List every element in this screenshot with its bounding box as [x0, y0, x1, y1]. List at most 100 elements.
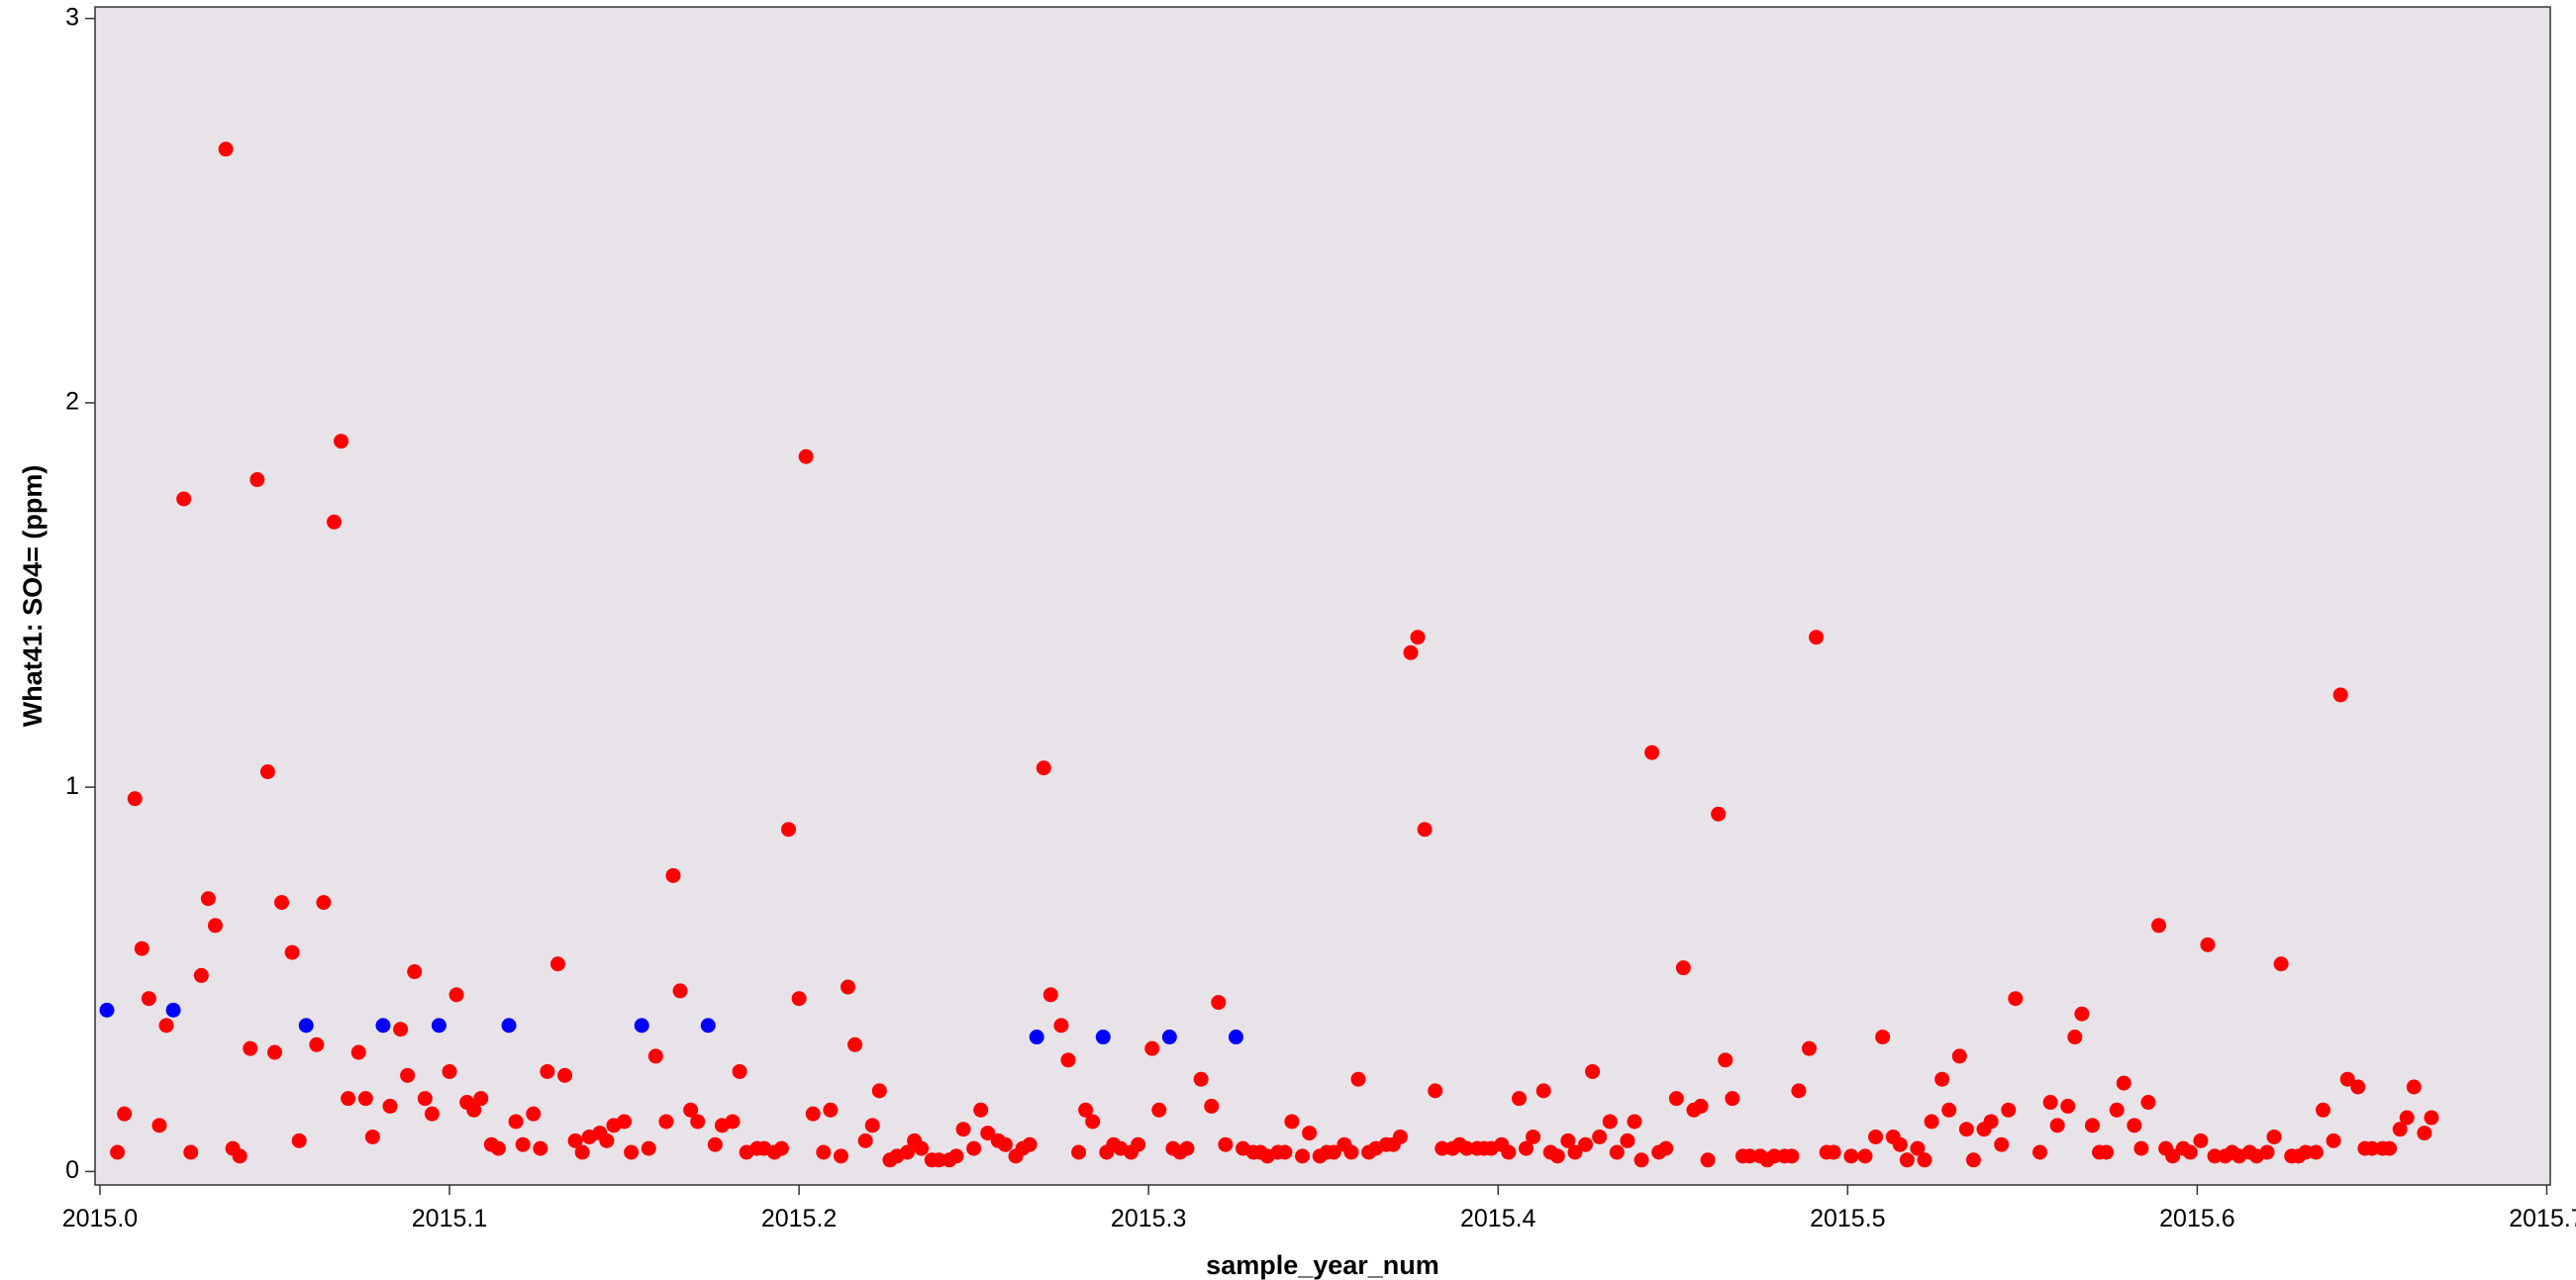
- point: [1766, 1148, 1782, 1164]
- point: [1941, 1102, 1957, 1118]
- x-tick-label: 2015.6: [2159, 1205, 2234, 1232]
- point: [816, 1144, 832, 1160]
- point: [375, 1018, 391, 1034]
- point: [857, 1132, 873, 1148]
- point: [1458, 1140, 1474, 1156]
- point: [291, 1132, 307, 1148]
- point: [574, 1144, 590, 1160]
- point: [1277, 1144, 1293, 1160]
- point: [2382, 1140, 2398, 1156]
- point: [2165, 1148, 2181, 1164]
- point: [1693, 1098, 1709, 1114]
- point: [382, 1098, 398, 1114]
- point: [2127, 1118, 2142, 1133]
- point: [2182, 1144, 2198, 1160]
- point: [1718, 1052, 1734, 1068]
- point: [218, 142, 234, 157]
- point: [1910, 1140, 1926, 1156]
- point: [2417, 1126, 2432, 1141]
- point: [2140, 1095, 2156, 1111]
- y-tick-label: 1: [65, 772, 79, 800]
- point: [1711, 806, 1727, 822]
- point: [871, 1083, 887, 1099]
- point: [1029, 1030, 1044, 1045]
- point: [341, 1091, 356, 1107]
- point: [2364, 1140, 2380, 1156]
- point: [1917, 1152, 1932, 1168]
- point: [274, 895, 290, 911]
- point: [931, 1152, 946, 1168]
- point: [141, 991, 156, 1007]
- point: [2060, 1098, 2076, 1114]
- point: [1036, 760, 1051, 776]
- point: [864, 1118, 880, 1133]
- x-axis-title: sample_year_num: [1206, 1250, 1439, 1280]
- point: [1644, 744, 1660, 760]
- point: [1392, 1129, 1408, 1144]
- point: [690, 1114, 706, 1130]
- point: [1578, 1136, 1594, 1152]
- point: [2042, 1095, 2058, 1111]
- point: [997, 1136, 1013, 1152]
- point: [1675, 960, 1691, 976]
- y-axis-title: What41: SO4= (ppm): [18, 465, 48, 728]
- point: [624, 1144, 640, 1160]
- point: [1809, 630, 1825, 645]
- point: [407, 964, 423, 980]
- point: [781, 822, 797, 837]
- point: [557, 1067, 573, 1083]
- point: [259, 764, 275, 780]
- point: [1042, 987, 1058, 1003]
- point: [1410, 630, 1426, 645]
- point: [1725, 1091, 1740, 1107]
- point: [2308, 1144, 2324, 1160]
- point: [2298, 1144, 2314, 1160]
- point: [2032, 1144, 2048, 1160]
- point: [2193, 1132, 2209, 1148]
- point: [2133, 1140, 2149, 1156]
- point: [647, 1048, 663, 1064]
- point: [1161, 1030, 1177, 1045]
- point: [1951, 1048, 1967, 1064]
- point: [1585, 1063, 1601, 1079]
- point: [473, 1091, 489, 1107]
- point: [2332, 687, 2348, 703]
- point: [1784, 1148, 1800, 1164]
- point: [134, 940, 149, 956]
- x-tick-label: 2015.0: [62, 1205, 138, 1232]
- point: [1131, 1136, 1146, 1152]
- point: [1053, 1018, 1069, 1034]
- point: [2350, 1079, 2366, 1095]
- point: [2001, 1102, 2017, 1118]
- point: [501, 1018, 517, 1034]
- point: [364, 1129, 380, 1144]
- point: [1741, 1148, 1757, 1164]
- point: [2116, 1075, 2131, 1091]
- point: [1994, 1136, 2010, 1152]
- point: [1501, 1144, 1517, 1160]
- point: [599, 1132, 615, 1148]
- point: [2339, 1071, 2355, 1087]
- point: [284, 944, 300, 960]
- point: [1857, 1148, 1873, 1164]
- point: [1518, 1140, 1534, 1156]
- point: [1179, 1140, 1195, 1156]
- point: [805, 1106, 821, 1122]
- point: [683, 1102, 699, 1118]
- point: [2406, 1079, 2422, 1095]
- point: [1295, 1148, 1311, 1164]
- point: [1218, 1136, 1234, 1152]
- point: [1801, 1040, 1817, 1056]
- point: [431, 1018, 446, 1034]
- point: [658, 1114, 674, 1130]
- point: [2049, 1118, 2065, 1133]
- point: [665, 867, 681, 883]
- point: [2151, 918, 2167, 934]
- x-tick-label: 2015.2: [761, 1205, 837, 1232]
- point: [847, 1036, 863, 1052]
- point: [526, 1106, 542, 1122]
- point: [466, 1102, 482, 1118]
- point: [1958, 1122, 1974, 1137]
- point: [1428, 1083, 1443, 1099]
- point: [1417, 822, 1433, 837]
